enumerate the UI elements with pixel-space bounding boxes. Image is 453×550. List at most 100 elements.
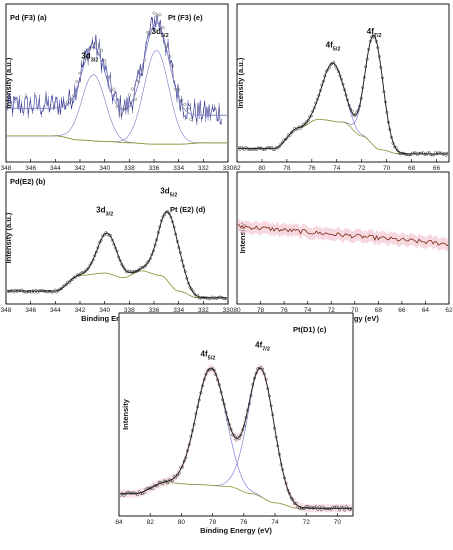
data-point <box>144 264 147 267</box>
data-point <box>224 410 228 414</box>
data-point <box>227 423 231 427</box>
data-point <box>226 296 227 300</box>
data-point <box>380 76 384 80</box>
data-point <box>125 270 128 274</box>
data-point <box>371 33 375 37</box>
data-point <box>300 124 304 128</box>
y-axis-label: Intensity (a.u.) <box>236 57 245 108</box>
data-point <box>140 492 144 496</box>
data-point <box>284 137 287 141</box>
panel-title: Pd(E2) (b) <box>10 177 46 186</box>
data-point <box>131 270 135 274</box>
x-tick-label: 348 <box>1 165 12 172</box>
data-point <box>324 69 328 73</box>
data-point <box>121 265 125 269</box>
data-point <box>247 147 251 151</box>
data-point <box>279 463 283 466</box>
data-point <box>177 471 181 475</box>
data-point <box>349 507 352 511</box>
data-point <box>303 122 307 126</box>
data-point <box>311 109 315 113</box>
data-point <box>14 288 17 292</box>
x-tick-label: 66 <box>433 165 441 172</box>
data-point <box>433 151 437 155</box>
data-point <box>41 289 44 293</box>
data-point <box>261 148 265 151</box>
data-point <box>306 504 310 508</box>
data-point <box>190 287 193 291</box>
data-point <box>333 505 337 509</box>
data-point <box>177 246 181 250</box>
data-point <box>321 79 325 83</box>
data-point <box>214 373 218 376</box>
peak-label: 4f7/2 <box>367 27 382 39</box>
data-point <box>264 377 268 381</box>
data-point <box>254 371 258 375</box>
data-point <box>308 506 311 510</box>
data-point <box>109 234 113 238</box>
data-point <box>439 151 443 155</box>
data-point <box>284 481 288 485</box>
data-point <box>253 147 257 151</box>
x-tick-label: 80 <box>233 307 241 314</box>
data-point <box>66 280 70 284</box>
data-point <box>373 36 377 40</box>
data-point <box>252 147 256 151</box>
data-point <box>316 507 320 511</box>
data-point <box>159 480 163 484</box>
data-point <box>309 505 313 509</box>
data-point <box>271 148 275 152</box>
data-point <box>267 394 271 398</box>
data-point <box>137 80 141 84</box>
data-point <box>127 491 131 495</box>
data-point <box>361 86 365 90</box>
data-point <box>53 288 57 292</box>
data-point <box>426 151 430 155</box>
data-point <box>104 231 108 235</box>
data-point <box>238 146 239 149</box>
data-point <box>176 473 179 477</box>
data-point <box>358 104 362 108</box>
data-point <box>296 505 300 509</box>
data-point <box>186 281 190 285</box>
data-point <box>122 493 126 497</box>
panel-title: Pt (F3) (e) <box>168 13 203 22</box>
data-point <box>424 153 428 156</box>
panel-title: Pd (F3) (a) <box>10 13 47 22</box>
data-point <box>430 153 434 157</box>
data-point <box>420 151 424 155</box>
data-point <box>374 39 378 43</box>
data-point <box>376 46 380 49</box>
data-point <box>323 74 327 78</box>
data-point <box>132 491 136 495</box>
data-point <box>196 405 200 409</box>
data-point <box>120 492 124 496</box>
data-point <box>350 109 354 113</box>
data-point <box>82 270 86 274</box>
data-point <box>312 106 316 110</box>
data-point <box>69 278 73 282</box>
data-point <box>202 296 206 300</box>
data-point <box>177 88 181 92</box>
x-tick-label: 78 <box>257 307 265 314</box>
data-point <box>47 289 51 293</box>
data-point <box>78 71 82 75</box>
x-tick-label: 82 <box>147 519 155 526</box>
data-point <box>299 507 303 511</box>
data-point <box>335 67 339 71</box>
data-point <box>355 111 359 115</box>
x-tick-label: 334 <box>173 307 184 314</box>
data-point <box>326 507 330 511</box>
x-tick-label: 74 <box>271 519 279 526</box>
data-point <box>158 13 162 17</box>
data-point <box>10 288 14 292</box>
data-point <box>18 289 22 293</box>
x-tick-label: 82 <box>233 165 241 172</box>
data-point <box>88 263 92 267</box>
data-point <box>301 506 305 510</box>
data-point <box>314 101 318 105</box>
data-point <box>293 502 296 505</box>
data-point <box>183 102 187 107</box>
data-point <box>209 297 213 301</box>
x-tick-label: 336 <box>149 165 160 172</box>
